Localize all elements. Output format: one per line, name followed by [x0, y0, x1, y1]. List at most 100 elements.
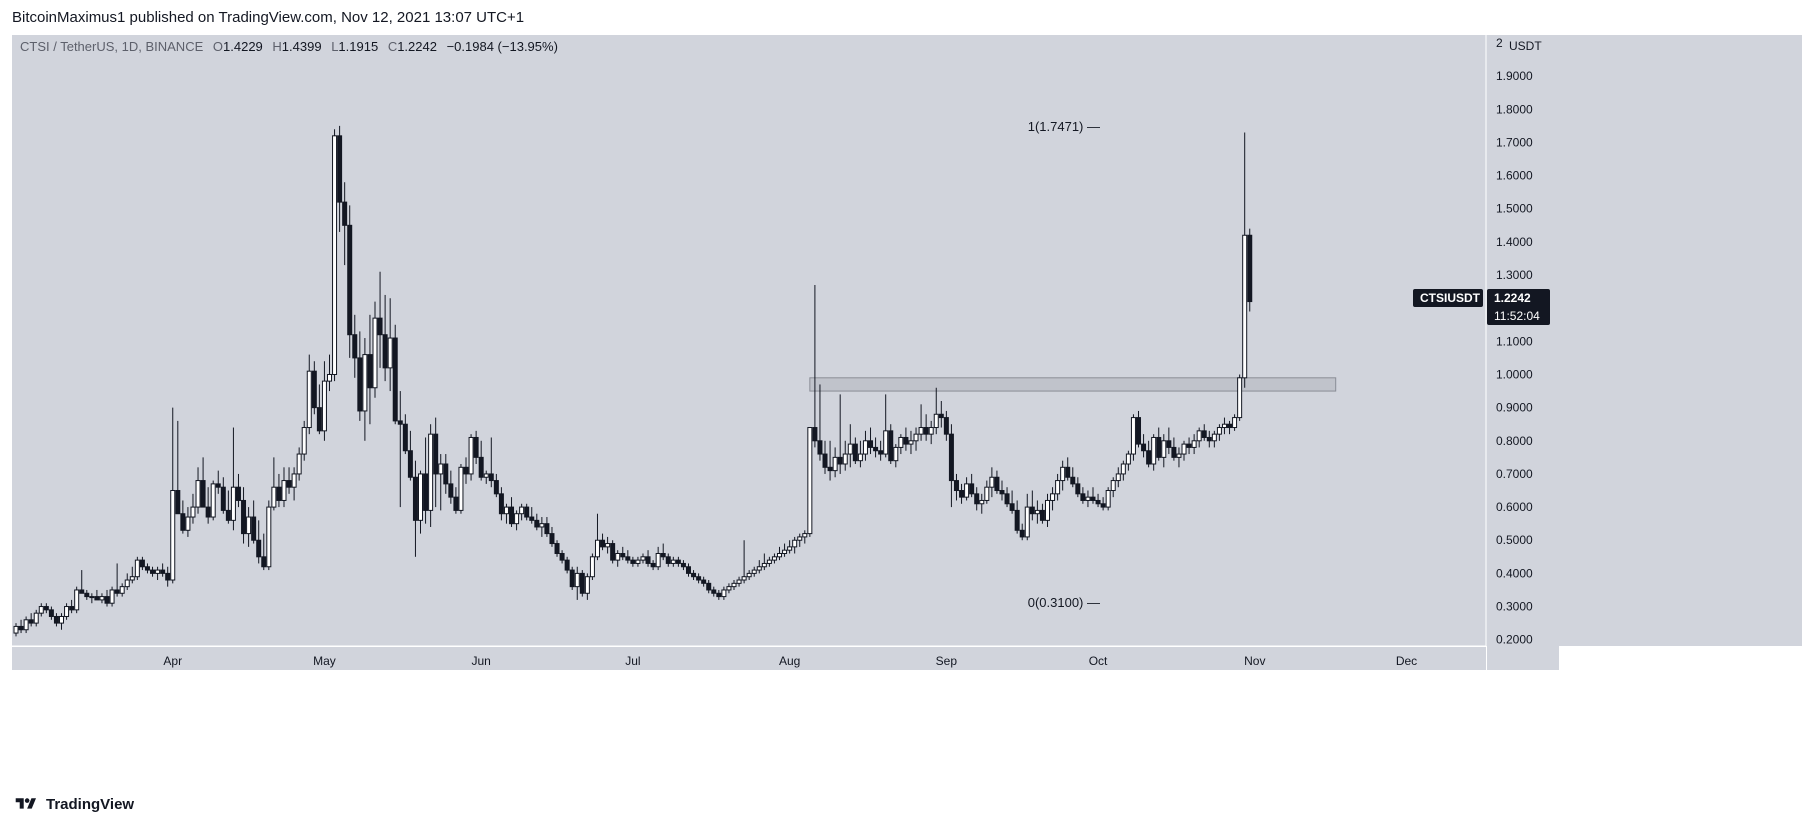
candle-body [777, 552, 783, 558]
candle-body [812, 427, 818, 442]
candle [574, 566, 580, 600]
candle-body [261, 556, 267, 568]
candle [862, 430, 868, 461]
candle [959, 483, 965, 504]
candle-body [286, 480, 292, 488]
candle [246, 507, 252, 547]
y-axis-area [1487, 35, 1559, 670]
candle [48, 606, 54, 620]
candle-body [1050, 493, 1056, 501]
candle [1171, 437, 1177, 461]
candle-body [514, 513, 520, 525]
candle [1216, 424, 1222, 441]
candle [64, 603, 70, 620]
candle [766, 556, 772, 567]
candle-body [610, 543, 616, 561]
chart-svg[interactable]: 1(1.7471) — 0(0.3100) — 2 1.9000 1.8000 1.70… [12, 35, 1812, 782]
candle-body [1181, 443, 1187, 455]
candle-body [230, 486, 236, 521]
candle-body [650, 562, 656, 568]
candle-body [43, 606, 49, 611]
candle-body [241, 499, 247, 535]
candle [372, 301, 378, 398]
candle-body [114, 589, 120, 594]
candle [69, 599, 75, 614]
candle-body [246, 516, 252, 535]
candle-body [721, 589, 727, 598]
candle [1196, 427, 1202, 448]
candle-body [1075, 483, 1081, 495]
tradingview-footer[interactable]: TradingView [12, 792, 134, 816]
candle-body [1055, 480, 1061, 495]
candle-body [453, 496, 459, 511]
candle-body [478, 456, 484, 478]
candle-body [837, 456, 843, 465]
y-tick-label: 1.8000 [1496, 102, 1533, 116]
candle [999, 480, 1005, 501]
candle [928, 420, 934, 445]
candle-body [878, 450, 884, 455]
candle [736, 576, 742, 587]
candle-body [873, 446, 879, 452]
candle [873, 437, 879, 458]
candle-body [782, 549, 788, 554]
candle [1090, 487, 1096, 504]
candle [387, 298, 393, 392]
candle [665, 553, 671, 567]
candle-body [357, 357, 363, 412]
price-chart[interactable]: 1(1.7471) — 0(0.3100) — 2 1.9000 1.8000 1.70… [12, 35, 1812, 782]
candle [964, 477, 970, 501]
candle [150, 566, 156, 577]
candle-body [933, 413, 939, 429]
candle-body [276, 486, 282, 501]
y-tick-label: 0.4000 [1496, 566, 1533, 580]
candle [1211, 430, 1217, 448]
candle [615, 550, 621, 567]
price-tag-value: 1.2242 [1494, 291, 1531, 305]
candle [812, 284, 818, 448]
candle [1110, 477, 1116, 498]
candle [509, 497, 515, 527]
candle [503, 503, 509, 524]
candle [1105, 487, 1111, 511]
candle [888, 424, 894, 464]
candle-body [691, 572, 697, 578]
candle [731, 580, 737, 590]
candle-body [1019, 529, 1025, 538]
candle-body [620, 552, 626, 558]
candle-body [918, 427, 924, 435]
candle [210, 480, 216, 521]
candle [428, 424, 434, 527]
candle-body [706, 582, 712, 591]
y-tick-label: 1.9000 [1496, 69, 1533, 83]
candle-body [74, 589, 80, 611]
candle-body [544, 523, 550, 535]
candle [114, 563, 120, 597]
candle-body [306, 370, 312, 429]
high-label: H [272, 39, 281, 54]
candle-body [407, 450, 413, 478]
candle-body [205, 506, 211, 518]
candle-body [18, 625, 24, 631]
candle-body [347, 224, 353, 336]
candle [1166, 427, 1172, 455]
candle [407, 430, 413, 481]
candle [311, 361, 317, 415]
candle-body [387, 337, 393, 369]
candle-body [868, 440, 874, 448]
candle [488, 437, 494, 488]
candle [529, 507, 535, 524]
candle [837, 394, 843, 474]
candle-body [119, 586, 125, 594]
candle [635, 556, 641, 567]
candle [28, 613, 34, 627]
candle-body [761, 562, 767, 568]
candle [139, 556, 145, 571]
candle-body [1191, 440, 1197, 448]
candle [640, 553, 646, 564]
candle [321, 361, 327, 441]
candle-body [104, 596, 110, 604]
candle-body [139, 559, 145, 568]
candle [923, 414, 929, 441]
candle [235, 473, 241, 508]
